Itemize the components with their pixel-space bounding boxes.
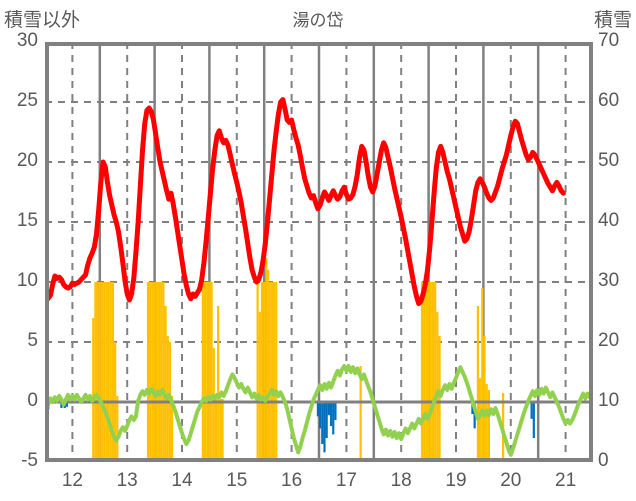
y-tick-left: 25 [16, 90, 38, 111]
x-tick: 19 [445, 470, 467, 491]
plot-canvas [45, 42, 593, 462]
x-tick: 12 [61, 470, 83, 491]
y-tick-right: 50 [598, 150, 620, 171]
plot-area [45, 42, 593, 462]
right-axis-title: 積雪 [593, 10, 632, 31]
x-tick: 18 [390, 470, 412, 491]
chart-svg [45, 42, 593, 462]
x-tick: 17 [335, 470, 357, 491]
chart-title: 湯の岱 [292, 11, 344, 30]
y-tick-left: 10 [16, 270, 38, 291]
y-tick-right: 40 [598, 210, 620, 231]
y-tick-left: 0 [27, 390, 38, 411]
x-tick: 14 [171, 470, 193, 491]
y-tick-right: 30 [598, 270, 620, 291]
y-tick-left: -5 [21, 450, 38, 471]
x-tick: 20 [500, 470, 522, 491]
green-line-series [45, 364, 593, 457]
y-tick-left: 15 [16, 210, 38, 231]
y-tick-left: 5 [27, 330, 38, 351]
left-axis-title: 積雪以外 [4, 10, 81, 31]
y-tick-right: 70 [598, 30, 620, 51]
y-tick-left: 20 [16, 150, 38, 171]
x-tick: 16 [281, 470, 303, 491]
y-tick-right: 20 [598, 330, 620, 351]
x-tick: 21 [555, 470, 577, 491]
red-line-series [45, 97, 566, 307]
x-tick: 13 [116, 470, 138, 491]
y-tick-right: 60 [598, 90, 620, 111]
y-tick-right: 10 [598, 390, 620, 411]
plot-frame [45, 42, 593, 462]
x-tick: 15 [226, 470, 248, 491]
y-tick-right: 0 [598, 450, 609, 471]
y-tick-left: 30 [16, 30, 38, 51]
